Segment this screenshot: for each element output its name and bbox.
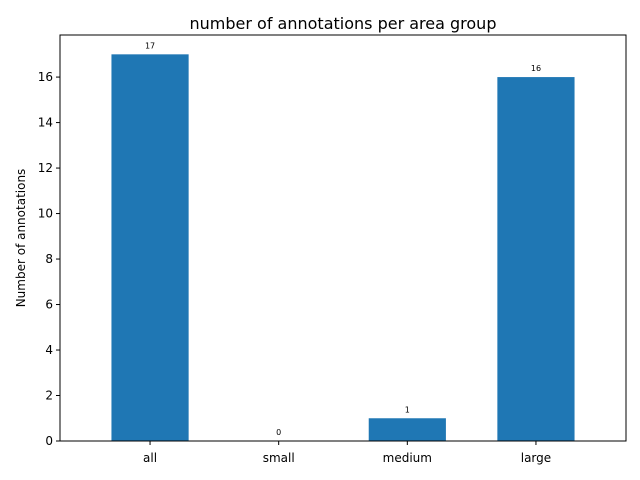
data-label-all: 17 [145,41,155,50]
bar-large [497,77,575,441]
x-tick-label-all: all [143,451,157,465]
data-label-large: 16 [531,64,541,73]
data-label-small: 0 [276,428,281,437]
bar-medium [368,418,446,441]
y-tick-label-10: 10 [38,207,53,221]
bar-all [111,54,189,441]
x-axis-ticks: all small medium large [143,441,551,465]
data-label-medium: 1 [405,405,410,414]
y-tick-label-2: 2 [45,389,53,403]
y-axis-ticks: 0 2 4 6 8 10 12 14 16 [38,70,60,448]
chart-title: number of annotations per area group [190,14,497,33]
data-labels-group: 17 0 1 16 [145,41,541,437]
y-tick-label-16: 16 [38,70,53,84]
y-tick-label-12: 12 [38,161,53,175]
y-tick-label-4: 4 [45,343,53,357]
plot-frame [59,34,627,442]
y-tick-label-8: 8 [45,252,53,266]
bars-group [111,54,575,441]
y-tick-label-6: 6 [45,298,53,312]
x-tick-label-large: large [521,451,551,465]
y-tick-label-14: 14 [38,116,53,130]
x-tick-label-medium: medium [383,451,432,465]
y-axis-label: Number of annotations [14,169,28,308]
x-tick-label-small: small [263,451,295,465]
y-tick-label-0: 0 [45,434,53,448]
